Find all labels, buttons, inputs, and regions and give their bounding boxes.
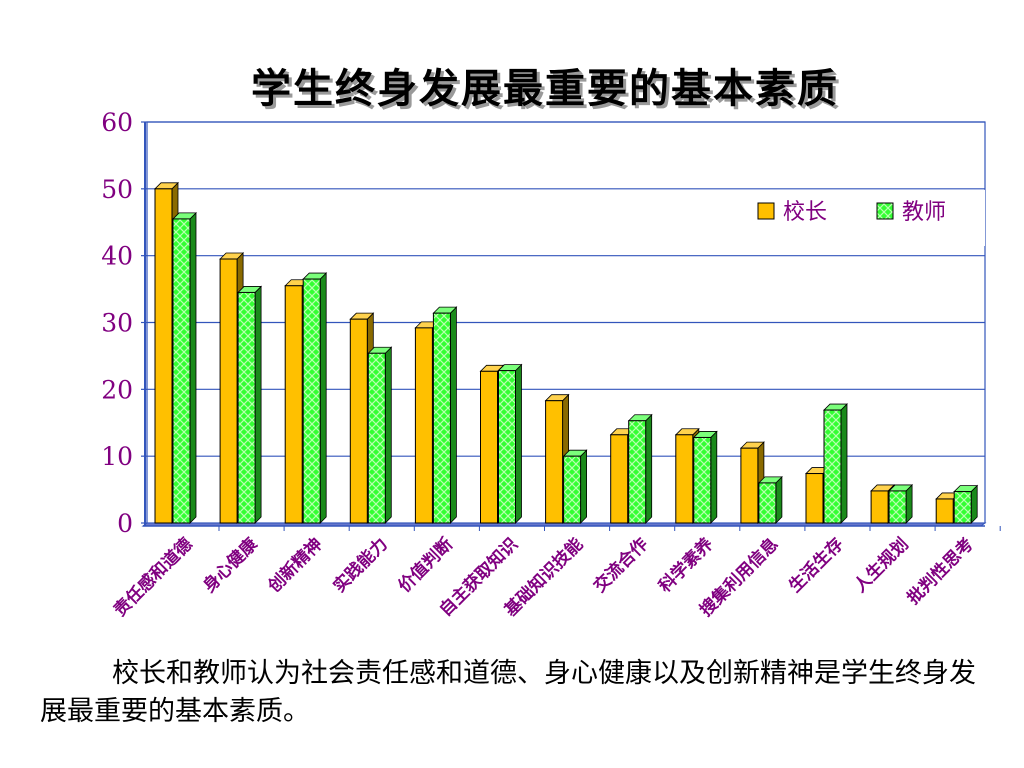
bar-front — [870, 490, 889, 524]
bar-front — [953, 491, 972, 524]
bar-teacher — [367, 346, 393, 524]
bar-front — [693, 436, 712, 524]
bar-side — [840, 403, 848, 524]
y-tick-label: 20 — [101, 375, 133, 404]
bar-side — [319, 272, 327, 524]
bar-side — [580, 449, 587, 524]
bar-front — [610, 434, 629, 524]
legend-swatch-teacher — [876, 202, 894, 220]
bar-teacher — [888, 483, 914, 524]
x-tick-label: 创新精神 — [263, 534, 327, 598]
bar-front — [480, 370, 498, 524]
bar-front — [154, 188, 173, 524]
bar-teacher — [497, 363, 523, 524]
x-tick-label: 人生规划 — [850, 534, 913, 597]
bar-front — [432, 312, 451, 524]
y-tick-label: 40 — [101, 242, 133, 271]
bar-teacher — [302, 272, 328, 524]
caption-text: 校长和教师认为社会责任感和道德、身心健康以及创新精神是学生终身发展最重要的基本素… — [40, 658, 976, 727]
x-tick-label: 身心健康 — [199, 533, 263, 597]
legend-label-principal: 校长 — [783, 200, 827, 225]
bar-side — [645, 413, 653, 524]
bar-teacher — [692, 430, 718, 524]
legend-swatch-principal — [757, 202, 775, 220]
bar-front — [172, 218, 191, 524]
bar-front — [545, 400, 564, 524]
y-tick-label: 10 — [101, 442, 133, 471]
bar-front — [498, 370, 516, 524]
bar-teacher — [237, 285, 263, 524]
bar-side — [254, 285, 262, 524]
bar-front — [888, 490, 907, 524]
bar-teacher — [432, 306, 458, 524]
bar-front — [219, 258, 238, 524]
y-tick-label: 50 — [101, 175, 133, 204]
bar-front — [563, 455, 582, 524]
bar-side — [775, 475, 783, 524]
bar-front — [805, 473, 824, 524]
y-tick-label: 60 — [101, 108, 133, 137]
legend: 校长 教师 — [740, 190, 985, 246]
bar-side — [905, 483, 913, 524]
bar-side — [449, 306, 457, 524]
bar-front — [823, 409, 842, 524]
bar-side — [710, 430, 718, 524]
x-tick-label: 实践能力 — [329, 534, 392, 597]
bar-front — [414, 327, 433, 524]
bar-teacher — [562, 449, 588, 524]
bar-front — [935, 498, 954, 524]
bar-front — [675, 434, 694, 524]
bar-teacher — [627, 413, 653, 524]
y-axis-ticks: 0 10 20 30 40 50 60 — [101, 108, 147, 538]
x-tick-label: 责任感和道德 — [110, 534, 197, 621]
bar-front — [349, 318, 368, 524]
bar-teacher — [953, 484, 979, 524]
x-tick-label: 生活生存 — [785, 534, 848, 597]
y-tick-label: 0 — [117, 509, 133, 538]
bar-front — [367, 352, 386, 524]
bar-front — [740, 447, 759, 524]
bar-teacher — [172, 211, 197, 524]
bar-chart: 0 10 20 30 40 50 60 责任感和道德 身心健康 创新精神 实践能力 价值判断自主获取… — [101, 108, 1001, 621]
x-tick-label: 交流合作 — [589, 534, 652, 597]
bar-teacher — [757, 475, 783, 524]
bar-front — [284, 285, 303, 524]
x-tick-label: 批判性思考 — [903, 534, 978, 609]
bar-side — [384, 346, 392, 524]
chart-title: 学生终身发展最重要的基本素质 — [251, 65, 839, 112]
y-tick-label: 30 — [101, 309, 133, 338]
bar-front — [302, 278, 321, 524]
bar-side — [515, 363, 522, 524]
bar-teacher — [823, 403, 848, 524]
bar-front — [237, 291, 256, 524]
bars — [154, 181, 979, 524]
legend-box — [740, 190, 985, 246]
x-tick-label: 科学素养 — [654, 533, 718, 597]
bar-side — [189, 211, 197, 524]
x-tick-label: 价值判断 — [394, 534, 457, 597]
bar-front — [758, 482, 777, 524]
bar-front — [628, 420, 647, 524]
legend-label-teacher: 教师 — [902, 200, 946, 225]
